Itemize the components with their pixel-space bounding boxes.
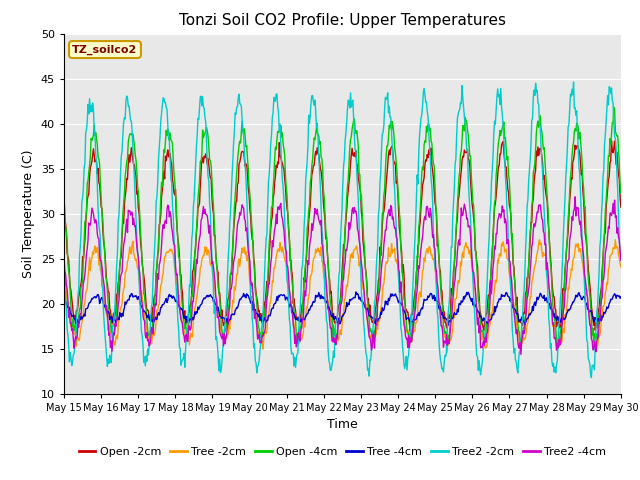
- Title: Tonzi Soil CO2 Profile: Upper Temperatures: Tonzi Soil CO2 Profile: Upper Temperatur…: [179, 13, 506, 28]
- Tree -2cm: [410, 328, 418, 334]
- Tree -2cm: [184, 336, 192, 341]
- Tree2 -2cm: [426, 154, 434, 159]
- Tree -2cm: [612, 237, 620, 242]
- Open -2cm: [184, 314, 192, 320]
- Tree2 -4cm: [127, 209, 135, 215]
- Tree -4cm: [352, 289, 360, 295]
- Open -2cm: [411, 290, 419, 296]
- Tree -2cm: [443, 350, 451, 356]
- Open -4cm: [410, 310, 418, 316]
- Open -4cm: [184, 332, 192, 337]
- Line: Open -4cm: Open -4cm: [64, 108, 621, 346]
- Open -4cm: [127, 132, 135, 138]
- Tree -4cm: [617, 294, 625, 300]
- Tree2 -4cm: [572, 194, 579, 200]
- Line: Tree2 -4cm: Tree2 -4cm: [64, 197, 621, 354]
- Open -2cm: [607, 138, 615, 144]
- Tree2 -2cm: [570, 79, 577, 85]
- Tree -2cm: [617, 264, 625, 270]
- Open -2cm: [60, 214, 68, 220]
- Tree2 -4cm: [517, 351, 525, 357]
- Line: Tree -4cm: Tree -4cm: [64, 292, 621, 325]
- Tree -4cm: [70, 316, 78, 322]
- Tree2 -2cm: [588, 374, 595, 380]
- Open -4cm: [426, 125, 434, 131]
- Open -4cm: [60, 199, 68, 205]
- Open -2cm: [214, 267, 221, 273]
- Open -2cm: [127, 145, 135, 151]
- Tree2 -2cm: [184, 325, 192, 331]
- Y-axis label: Soil Temperature (C): Soil Temperature (C): [22, 149, 35, 278]
- Line: Tree2 -2cm: Tree2 -2cm: [64, 82, 621, 377]
- Tree -4cm: [444, 323, 452, 328]
- Tree2 -2cm: [617, 257, 625, 263]
- Tree2 -4cm: [70, 346, 78, 351]
- Tree2 -4cm: [426, 205, 434, 211]
- Tree -4cm: [184, 318, 192, 324]
- Line: Open -2cm: Open -2cm: [64, 141, 621, 331]
- Open -4cm: [70, 328, 78, 334]
- X-axis label: Time: Time: [327, 418, 358, 431]
- Tree2 -2cm: [410, 254, 418, 260]
- Tree -4cm: [60, 295, 68, 301]
- Tree -4cm: [127, 291, 135, 297]
- Open -2cm: [406, 328, 414, 334]
- Tree2 -2cm: [60, 253, 68, 259]
- Open -4cm: [214, 271, 221, 276]
- Tree -2cm: [127, 251, 135, 257]
- Tree2 -2cm: [70, 351, 78, 357]
- Open -4cm: [610, 105, 618, 110]
- Tree -2cm: [214, 305, 221, 311]
- Tree2 -4cm: [410, 318, 418, 324]
- Open -2cm: [617, 204, 625, 210]
- Tree -2cm: [426, 247, 434, 253]
- Tree2 -2cm: [214, 341, 221, 347]
- Open -4cm: [555, 343, 563, 349]
- Tree2 -4cm: [60, 253, 68, 259]
- Tree2 -4cm: [184, 338, 192, 344]
- Open -2cm: [428, 145, 435, 151]
- Tree -4cm: [428, 290, 435, 296]
- Tree2 -4cm: [617, 257, 625, 263]
- Line: Tree -2cm: Tree -2cm: [64, 240, 621, 353]
- Text: TZ_soilco2: TZ_soilco2: [72, 44, 138, 55]
- Tree -2cm: [60, 262, 68, 267]
- Tree -4cm: [411, 317, 419, 323]
- Tree -2cm: [70, 330, 78, 336]
- Open -4cm: [617, 190, 625, 196]
- Tree2 -4cm: [214, 314, 221, 320]
- Tree -4cm: [214, 308, 221, 313]
- Tree2 -2cm: [127, 119, 135, 124]
- Open -2cm: [70, 313, 78, 319]
- Legend: Open -2cm, Tree -2cm, Open -4cm, Tree -4cm, Tree2 -2cm, Tree2 -4cm: Open -2cm, Tree -2cm, Open -4cm, Tree -4…: [74, 443, 611, 461]
